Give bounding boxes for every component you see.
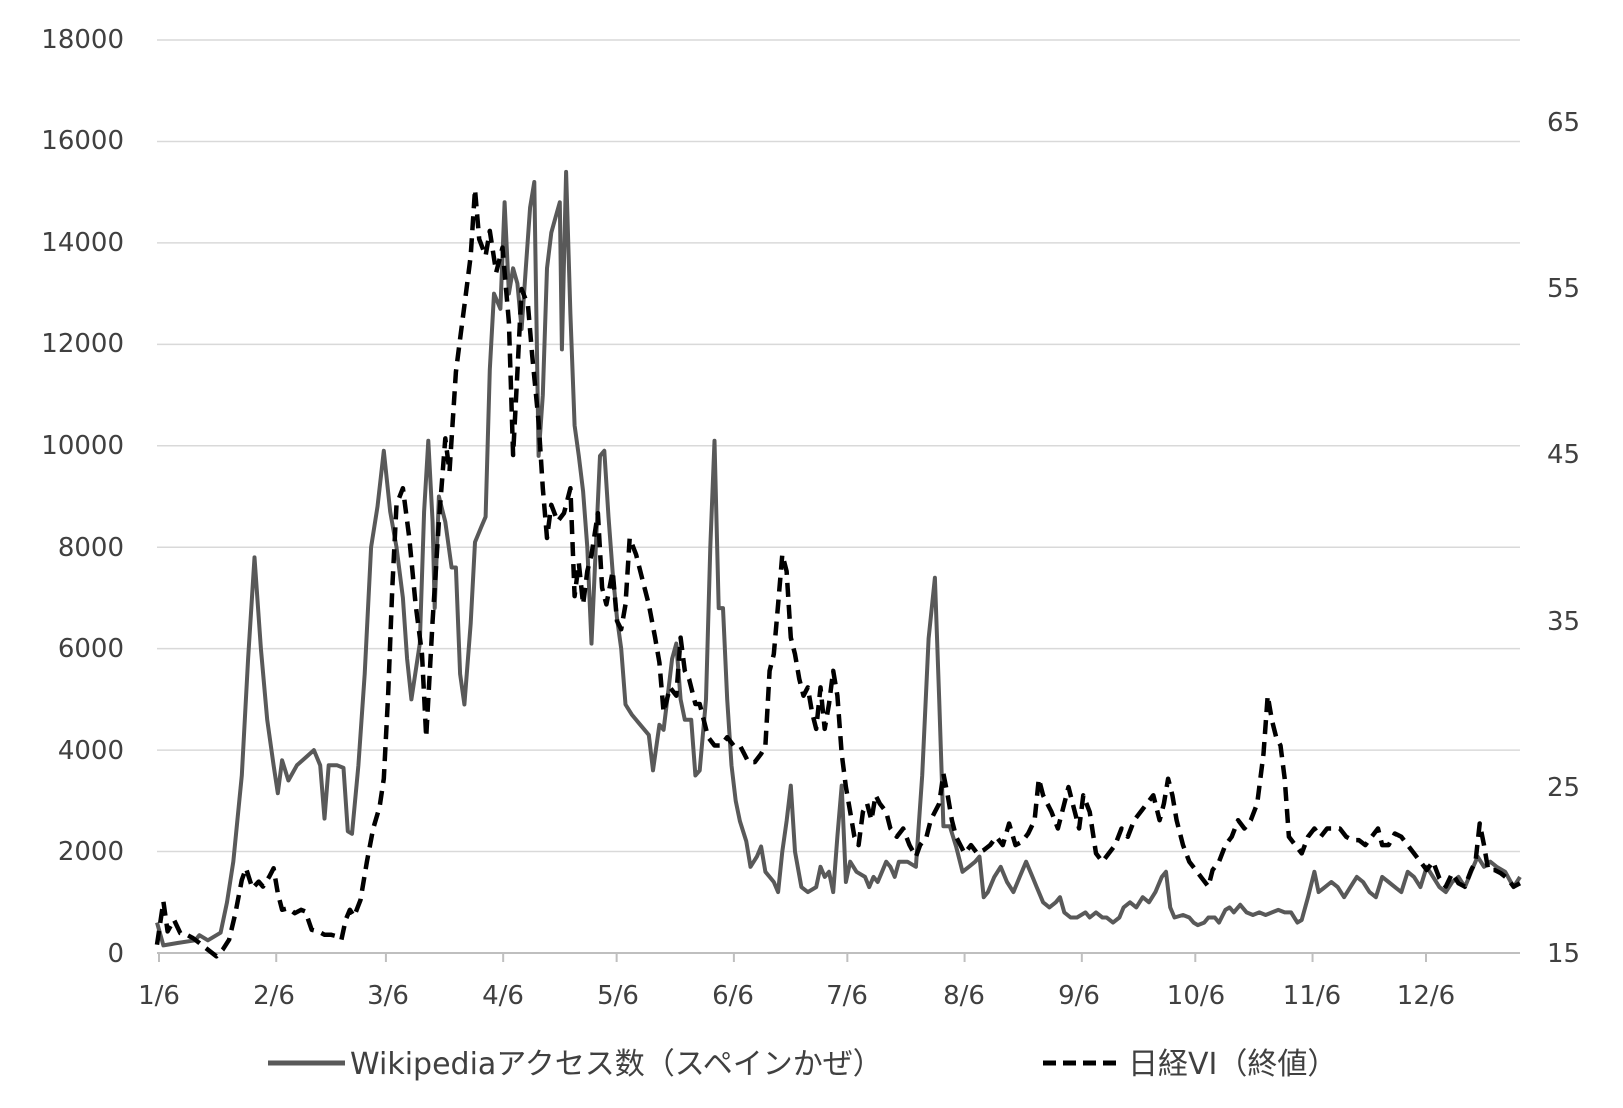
- y-left-tick-label: 14000: [41, 228, 124, 258]
- legend-label: Wikipediaアクセス数（スペインかぜ）: [350, 1047, 883, 1082]
- x-tick-label: 8/6: [943, 981, 985, 1011]
- legend-item-nikkei-vi: 日経VI（終値）: [1043, 1047, 1337, 1082]
- legend-item-wikipedia: Wikipediaアクセス数（スペインかぜ）: [268, 1047, 883, 1082]
- x-tick-label: 3/6: [367, 981, 409, 1011]
- y-right-tick-label: 45: [1547, 440, 1580, 470]
- x-tick-label: 7/6: [826, 981, 868, 1011]
- x-tick-label: 12/6: [1397, 981, 1455, 1011]
- x-tick-label: 10/6: [1167, 981, 1225, 1011]
- x-tick-label: 6/6: [712, 981, 754, 1011]
- legend-label: 日経VI（終値）: [1128, 1047, 1337, 1082]
- y-left-tick-label: 12000: [41, 329, 124, 359]
- x-axis-tick-marks: [158, 953, 1427, 962]
- x-tick-label: 9/6: [1058, 981, 1100, 1011]
- series-layer: [154, 169, 1522, 959]
- x-tick-label: 11/6: [1283, 981, 1341, 1011]
- legend: Wikipediaアクセス数（スペインかぜ） 日経VI（終値）: [268, 1047, 1337, 1082]
- y-right-axis-labels: 15 25 35 45 55 65: [1547, 108, 1580, 969]
- x-tick-label: 2/6: [253, 981, 295, 1011]
- series-line-nikkei-vi: [154, 187, 1522, 959]
- y-left-tick-label: 6000: [58, 634, 124, 664]
- y-right-tick-label: 15: [1547, 939, 1580, 969]
- x-tick-label: 1/6: [138, 981, 180, 1011]
- series-line-wikipedia: [155, 169, 1522, 948]
- x-axis-labels: 1/6 2/6 3/6 4/6 5/6 6/6 7/6 8/6 9/6 10/6…: [138, 981, 1455, 1011]
- y-right-tick-label: 65: [1547, 108, 1580, 138]
- y-left-tick-label: 4000: [58, 736, 124, 766]
- y-left-tick-label: 0: [107, 939, 124, 969]
- y-left-axis-labels: 0 2000 4000 6000 8000 10000 12000 14000 …: [41, 25, 124, 969]
- y-left-tick-label: 18000: [41, 25, 124, 55]
- y-left-tick-label: 8000: [58, 533, 124, 563]
- y-left-tick-label: 16000: [41, 126, 124, 156]
- y-right-tick-label: 35: [1547, 607, 1580, 637]
- x-tick-label: 4/6: [482, 981, 524, 1011]
- y-right-tick-label: 55: [1547, 274, 1580, 304]
- y-left-tick-label: 10000: [41, 431, 124, 461]
- x-tick-label: 5/6: [597, 981, 639, 1011]
- y-right-tick-label: 25: [1547, 773, 1580, 803]
- y-left-tick-label: 2000: [58, 837, 124, 867]
